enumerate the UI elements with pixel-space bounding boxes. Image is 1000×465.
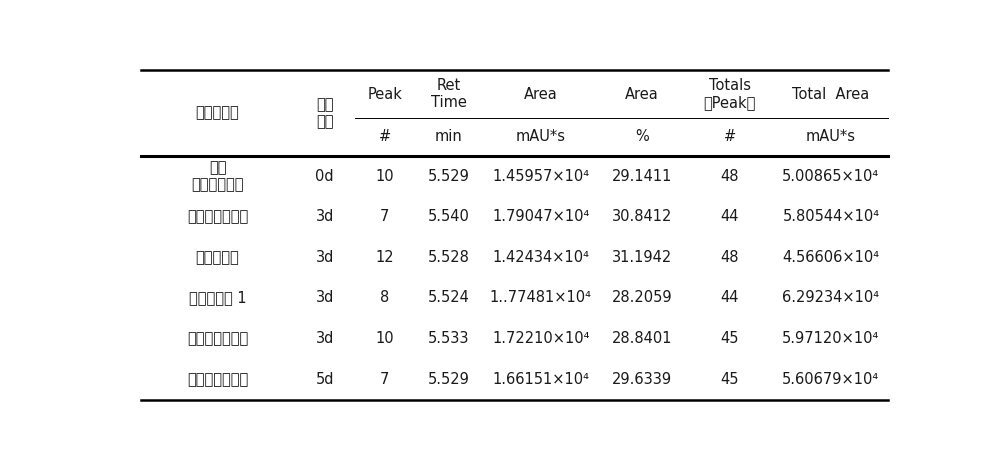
Text: 29.6339: 29.6339 <box>612 372 672 387</box>
Text: 5.529: 5.529 <box>428 372 470 387</box>
Text: 48: 48 <box>720 250 739 265</box>
Text: 10: 10 <box>375 169 394 184</box>
Text: 1.45957×10⁴: 1.45957×10⁴ <box>492 169 589 184</box>
Text: min: min <box>435 129 463 145</box>
Text: 5.80544×10⁴: 5.80544×10⁴ <box>782 209 879 224</box>
Text: #: # <box>379 129 391 145</box>
Text: 干酪乳杆菌 1: 干酪乳杆菌 1 <box>189 291 246 306</box>
Text: Peak: Peak <box>367 86 402 102</box>
Text: Ret
Time: Ret Time <box>431 78 467 110</box>
Text: 5d: 5d <box>316 372 334 387</box>
Text: 4.56606×10⁴: 4.56606×10⁴ <box>782 250 879 265</box>
Text: 45: 45 <box>720 331 739 346</box>
Text: mAU*s: mAU*s <box>806 129 856 145</box>
Text: #: # <box>723 129 736 145</box>
Text: 5.529: 5.529 <box>428 169 470 184</box>
Text: 31.1942: 31.1942 <box>612 250 672 265</box>
Text: 乳酸菌种类: 乳酸菌种类 <box>196 106 239 120</box>
Text: 48: 48 <box>720 169 739 184</box>
Text: mAU*s: mAU*s <box>516 129 566 145</box>
Text: 植物乳杆菌亚种: 植物乳杆菌亚种 <box>187 372 248 387</box>
Text: 3d: 3d <box>316 250 334 265</box>
Text: Total  Area: Total Area <box>792 86 869 102</box>
Text: 1.72210×10⁴: 1.72210×10⁴ <box>492 331 589 346</box>
Text: 5.540: 5.540 <box>428 209 470 224</box>
Text: 1.42434×10⁴: 1.42434×10⁴ <box>492 250 589 265</box>
Text: 3d: 3d <box>316 291 334 306</box>
Text: %: % <box>635 129 649 145</box>
Text: 44: 44 <box>720 209 739 224</box>
Text: 45: 45 <box>720 372 739 387</box>
Text: 5.524: 5.524 <box>428 291 470 306</box>
Text: 8: 8 <box>380 291 389 306</box>
Text: 发酵
天数: 发酵 天数 <box>316 97 334 129</box>
Text: 1.66151×10⁴: 1.66151×10⁴ <box>492 372 589 387</box>
Text: 5.60679×10⁴: 5.60679×10⁴ <box>782 372 879 387</box>
Text: 空白
（纯辣木液）: 空白 （纯辣木液） <box>191 160 244 193</box>
Text: 5.00865×10⁴: 5.00865×10⁴ <box>782 169 879 184</box>
Text: 28.2059: 28.2059 <box>612 291 672 306</box>
Text: 植物乳杆菌: 植物乳杆菌 <box>196 250 239 265</box>
Text: 12: 12 <box>375 250 394 265</box>
Text: 7: 7 <box>380 209 389 224</box>
Text: 30.8412: 30.8412 <box>612 209 672 224</box>
Text: 7: 7 <box>380 372 389 387</box>
Text: 28.8401: 28.8401 <box>612 331 672 346</box>
Text: Area: Area <box>625 86 659 102</box>
Text: 5.528: 5.528 <box>428 250 470 265</box>
Text: Area: Area <box>524 86 558 102</box>
Text: 5.97120×10⁴: 5.97120×10⁴ <box>782 331 879 346</box>
Text: 3d: 3d <box>316 331 334 346</box>
Text: Totals
（Peak）: Totals （Peak） <box>703 78 756 110</box>
Text: 植物乳杆菌亚种: 植物乳杆菌亚种 <box>187 331 248 346</box>
Text: 29.1411: 29.1411 <box>612 169 672 184</box>
Text: 6.29234×10⁴: 6.29234×10⁴ <box>782 291 879 306</box>
Text: 保加利亚乳杆菌: 保加利亚乳杆菌 <box>187 209 248 224</box>
Text: 3d: 3d <box>316 209 334 224</box>
Text: 1.79047×10⁴: 1.79047×10⁴ <box>492 209 589 224</box>
Text: 1..77481×10⁴: 1..77481×10⁴ <box>490 291 592 306</box>
Text: 0d: 0d <box>315 169 334 184</box>
Text: 44: 44 <box>720 291 739 306</box>
Text: 5.533: 5.533 <box>428 331 470 346</box>
Text: 10: 10 <box>375 331 394 346</box>
